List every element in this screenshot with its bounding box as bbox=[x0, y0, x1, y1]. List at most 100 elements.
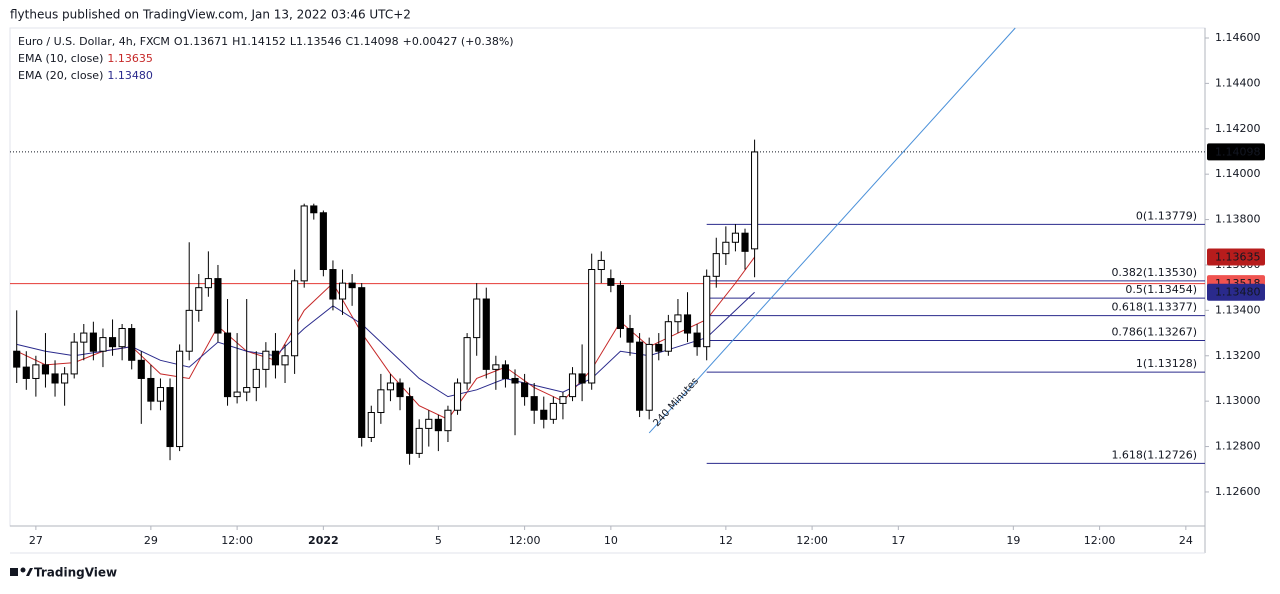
legend-ohlc: L1.13546 bbox=[290, 35, 342, 48]
candle-body bbox=[262, 350, 270, 370]
candle-body bbox=[578, 373, 586, 384]
candle-body bbox=[453, 382, 462, 411]
fib-label: 0(1.13779) bbox=[1136, 209, 1197, 222]
x-tick-label: 2022 bbox=[308, 534, 339, 547]
candle-body bbox=[214, 278, 222, 334]
candle-body bbox=[473, 298, 481, 339]
candle-body bbox=[281, 355, 289, 366]
x-tick-label: 24 bbox=[1179, 534, 1193, 547]
candle-body bbox=[482, 298, 490, 370]
candle-body bbox=[722, 241, 730, 255]
price-tag-label: 1.13635 bbox=[1215, 251, 1261, 264]
candle-body bbox=[588, 269, 596, 384]
candle-body bbox=[521, 382, 529, 398]
price-tag bbox=[1207, 248, 1265, 266]
x-tick-label: 12 bbox=[719, 534, 733, 547]
candle-body bbox=[13, 350, 21, 368]
candle-body bbox=[751, 151, 759, 250]
x-tick-label: 10 bbox=[604, 534, 618, 547]
candle-body bbox=[128, 328, 136, 361]
candle-body bbox=[406, 396, 414, 454]
candle-body bbox=[386, 382, 395, 391]
candle-body bbox=[655, 343, 663, 352]
candle-body bbox=[683, 314, 692, 334]
y-tick-label: 1.13200 bbox=[1215, 349, 1261, 362]
candle-body bbox=[156, 387, 165, 402]
candle-body bbox=[223, 332, 232, 398]
candle-body bbox=[693, 332, 701, 348]
candle-body bbox=[645, 343, 653, 411]
legend-ohlc: +0.00427 (+0.38%) bbox=[403, 35, 514, 48]
candle-body bbox=[99, 337, 107, 352]
fib-label: 0.786(1.13267) bbox=[1111, 326, 1197, 339]
candle-body bbox=[243, 387, 251, 393]
candle-body bbox=[22, 366, 30, 379]
candle-body bbox=[492, 364, 500, 370]
y-tick-label: 1.12800 bbox=[1215, 440, 1261, 453]
candle-body bbox=[358, 287, 366, 438]
candle-body bbox=[185, 309, 193, 352]
published-note: flytheus published on TradingView.com, J… bbox=[10, 8, 411, 22]
x-tick-label: 12:00 bbox=[1084, 534, 1116, 547]
candle-body bbox=[540, 409, 548, 420]
candle-body bbox=[319, 212, 327, 271]
candle-body bbox=[348, 282, 356, 289]
x-tick-label: 12:00 bbox=[796, 534, 828, 547]
candle-body bbox=[108, 337, 117, 348]
candle-body bbox=[310, 205, 318, 214]
candle-body bbox=[434, 418, 442, 432]
fib-label: 0.5(1.13454) bbox=[1125, 283, 1197, 296]
candle-body bbox=[597, 259, 605, 271]
price-tag bbox=[1207, 143, 1265, 161]
price-tag-label: 1.13480 bbox=[1215, 286, 1261, 299]
candle-body bbox=[703, 275, 711, 348]
candle-body bbox=[568, 373, 577, 398]
footer-logo bbox=[10, 567, 33, 576]
candle-body bbox=[712, 253, 720, 277]
legend-ema-value: 1.13480 bbox=[107, 69, 153, 82]
candle-body bbox=[118, 328, 126, 348]
candle-body bbox=[731, 232, 739, 243]
legend-ema-name: EMA (20, close) bbox=[18, 69, 103, 82]
candle-body bbox=[396, 382, 404, 398]
y-tick-label: 1.14200 bbox=[1215, 122, 1261, 135]
legend-ohlc: H1.14152 bbox=[232, 35, 286, 48]
y-tick-label: 1.12600 bbox=[1215, 485, 1261, 498]
candle-body bbox=[530, 396, 538, 411]
price-tag-label: 1.14098 bbox=[1215, 145, 1261, 158]
candle-body bbox=[501, 364, 510, 379]
candle-body bbox=[89, 332, 97, 352]
candle-body bbox=[367, 412, 375, 438]
x-tick-label: 17 bbox=[891, 534, 905, 547]
candle-body bbox=[137, 359, 145, 379]
candle-body bbox=[41, 364, 50, 375]
candle-body bbox=[415, 427, 423, 454]
candle-body bbox=[271, 350, 280, 366]
footer-brand: TradingView bbox=[34, 566, 117, 580]
y-tick-label: 1.14000 bbox=[1215, 167, 1261, 180]
candle-body bbox=[176, 350, 184, 448]
candle-body bbox=[51, 373, 59, 384]
candle-body bbox=[147, 377, 155, 402]
candle-body bbox=[626, 328, 634, 343]
candle-body bbox=[559, 396, 567, 404]
ema-line bbox=[16, 256, 756, 420]
candle-body bbox=[166, 387, 174, 448]
y-tick-label: 1.13400 bbox=[1215, 303, 1261, 316]
x-tick-label: 27 bbox=[29, 534, 43, 547]
y-tick-label: 1.14400 bbox=[1215, 76, 1261, 89]
candle-body bbox=[741, 232, 749, 252]
candle-body bbox=[338, 282, 347, 300]
legend-ohlc: C1.14098 bbox=[345, 35, 398, 48]
legend-symbol-name: Euro / U.S. Dollar, 4h, FXCM bbox=[18, 35, 170, 48]
candle-body bbox=[636, 341, 644, 411]
fib-label: 0.382(1.13530) bbox=[1111, 266, 1197, 279]
x-tick-label: 29 bbox=[144, 534, 158, 547]
fib-label: 0.618(1.13377) bbox=[1111, 301, 1197, 314]
candle-body bbox=[252, 368, 260, 389]
legend-ema: EMA (10, close) 1.13635 bbox=[18, 52, 153, 65]
candle-body bbox=[616, 284, 625, 330]
candle-body bbox=[511, 377, 519, 384]
candle-body bbox=[204, 278, 212, 289]
